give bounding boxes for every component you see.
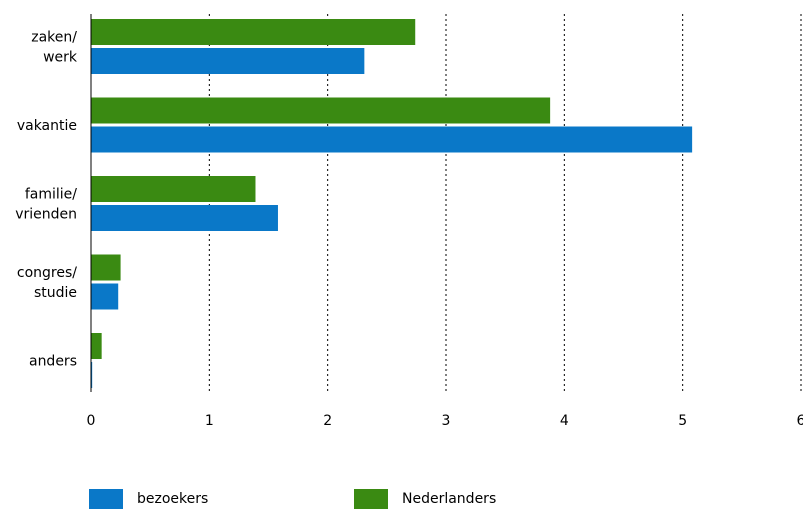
bar-bezoekers <box>91 126 693 153</box>
bar-nederlanders <box>91 97 551 124</box>
bars <box>91 19 693 388</box>
category-label: zaken/werk <box>31 30 78 66</box>
x-tick-label: 4 <box>560 413 569 429</box>
bar-nederlanders <box>91 254 121 281</box>
category-labels: zaken/werk vakantie familie/vrienden congre… <box>15 30 78 370</box>
x-tick-label: 6 <box>797 413 803 429</box>
x-tick-label: 5 <box>678 413 687 429</box>
bar-bezoekers <box>91 48 365 74</box>
bar-bezoekers <box>91 205 278 231</box>
category-label: familie/vrienden <box>15 187 77 223</box>
x-tick-label: 3 <box>442 413 451 429</box>
legend-label-bezoekers: bezoekers <box>137 491 209 507</box>
bar-nederlanders <box>91 19 416 45</box>
x-tick-label: 1 <box>205 413 214 429</box>
legend-swatch-bezoekers <box>89 489 123 509</box>
legend-swatch-nederlanders <box>354 489 388 509</box>
bar-nederlanders <box>91 333 102 359</box>
bar-nederlanders <box>91 176 256 202</box>
bar-bezoekers <box>91 283 119 310</box>
legend-label-nederlanders: Nederlanders <box>402 491 497 507</box>
category-label: vakantie <box>17 118 77 134</box>
legend-item-bezoekers: bezoekers <box>89 488 208 510</box>
x-tick-labels: 0 1 2 3 4 5 6 <box>87 413 803 429</box>
grid-lines <box>208 14 802 392</box>
category-label: anders <box>29 354 77 370</box>
category-label: congres/studie <box>17 265 77 301</box>
bar-bezoekers <box>91 362 93 388</box>
x-tick-label: 2 <box>323 413 332 429</box>
legend: bezoekers Nederlanders <box>89 488 789 510</box>
legend-item-nederlanders: Nederlanders <box>354 488 496 510</box>
x-tick-label: 0 <box>87 413 96 429</box>
